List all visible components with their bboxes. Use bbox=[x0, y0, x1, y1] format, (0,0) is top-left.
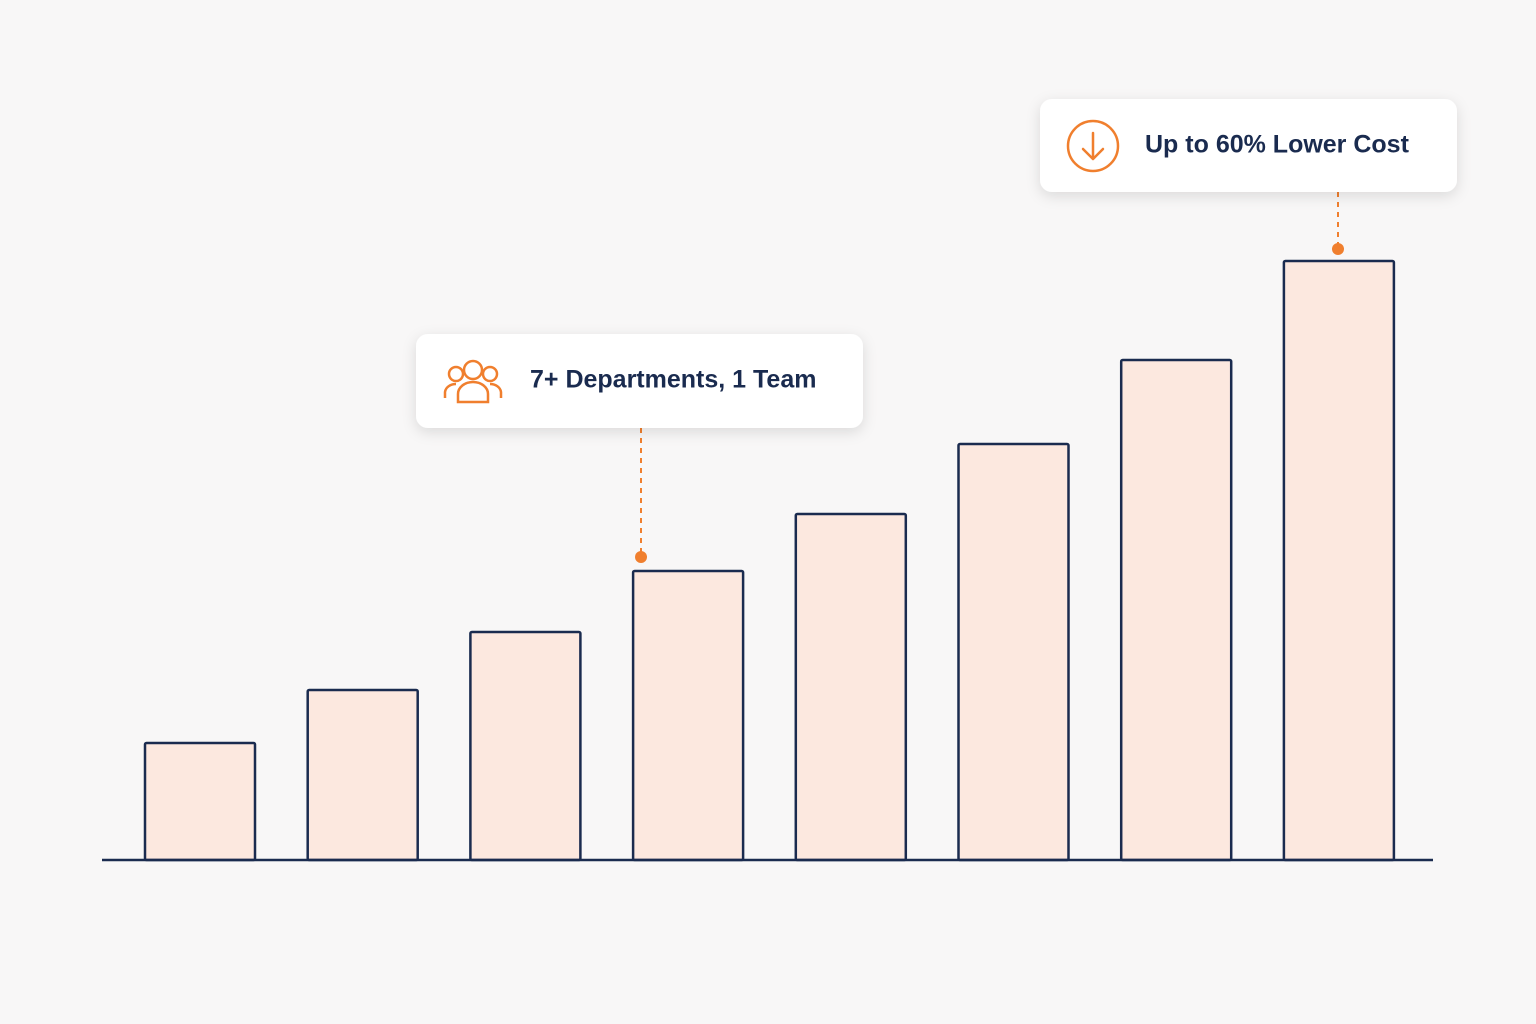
bar bbox=[1282, 259, 1396, 862]
leader-dot bbox=[635, 551, 647, 563]
callout-text: 7+ Departments, 1 Team bbox=[530, 366, 816, 394]
bars bbox=[143, 259, 1396, 862]
bar bbox=[469, 630, 582, 862]
callout bbox=[416, 334, 863, 428]
people-icon bbox=[443, 359, 503, 404]
bar bbox=[794, 512, 908, 862]
callout bbox=[1040, 99, 1457, 192]
leader-dot bbox=[1332, 243, 1344, 255]
bar bbox=[631, 569, 745, 862]
down-arrow-icon bbox=[1066, 119, 1120, 173]
bar bbox=[957, 442, 1070, 862]
bar bbox=[143, 741, 257, 862]
bar bbox=[1119, 358, 1233, 862]
bar bbox=[306, 688, 419, 862]
callout-text: Up to 60% Lower Cost bbox=[1145, 131, 1410, 159]
